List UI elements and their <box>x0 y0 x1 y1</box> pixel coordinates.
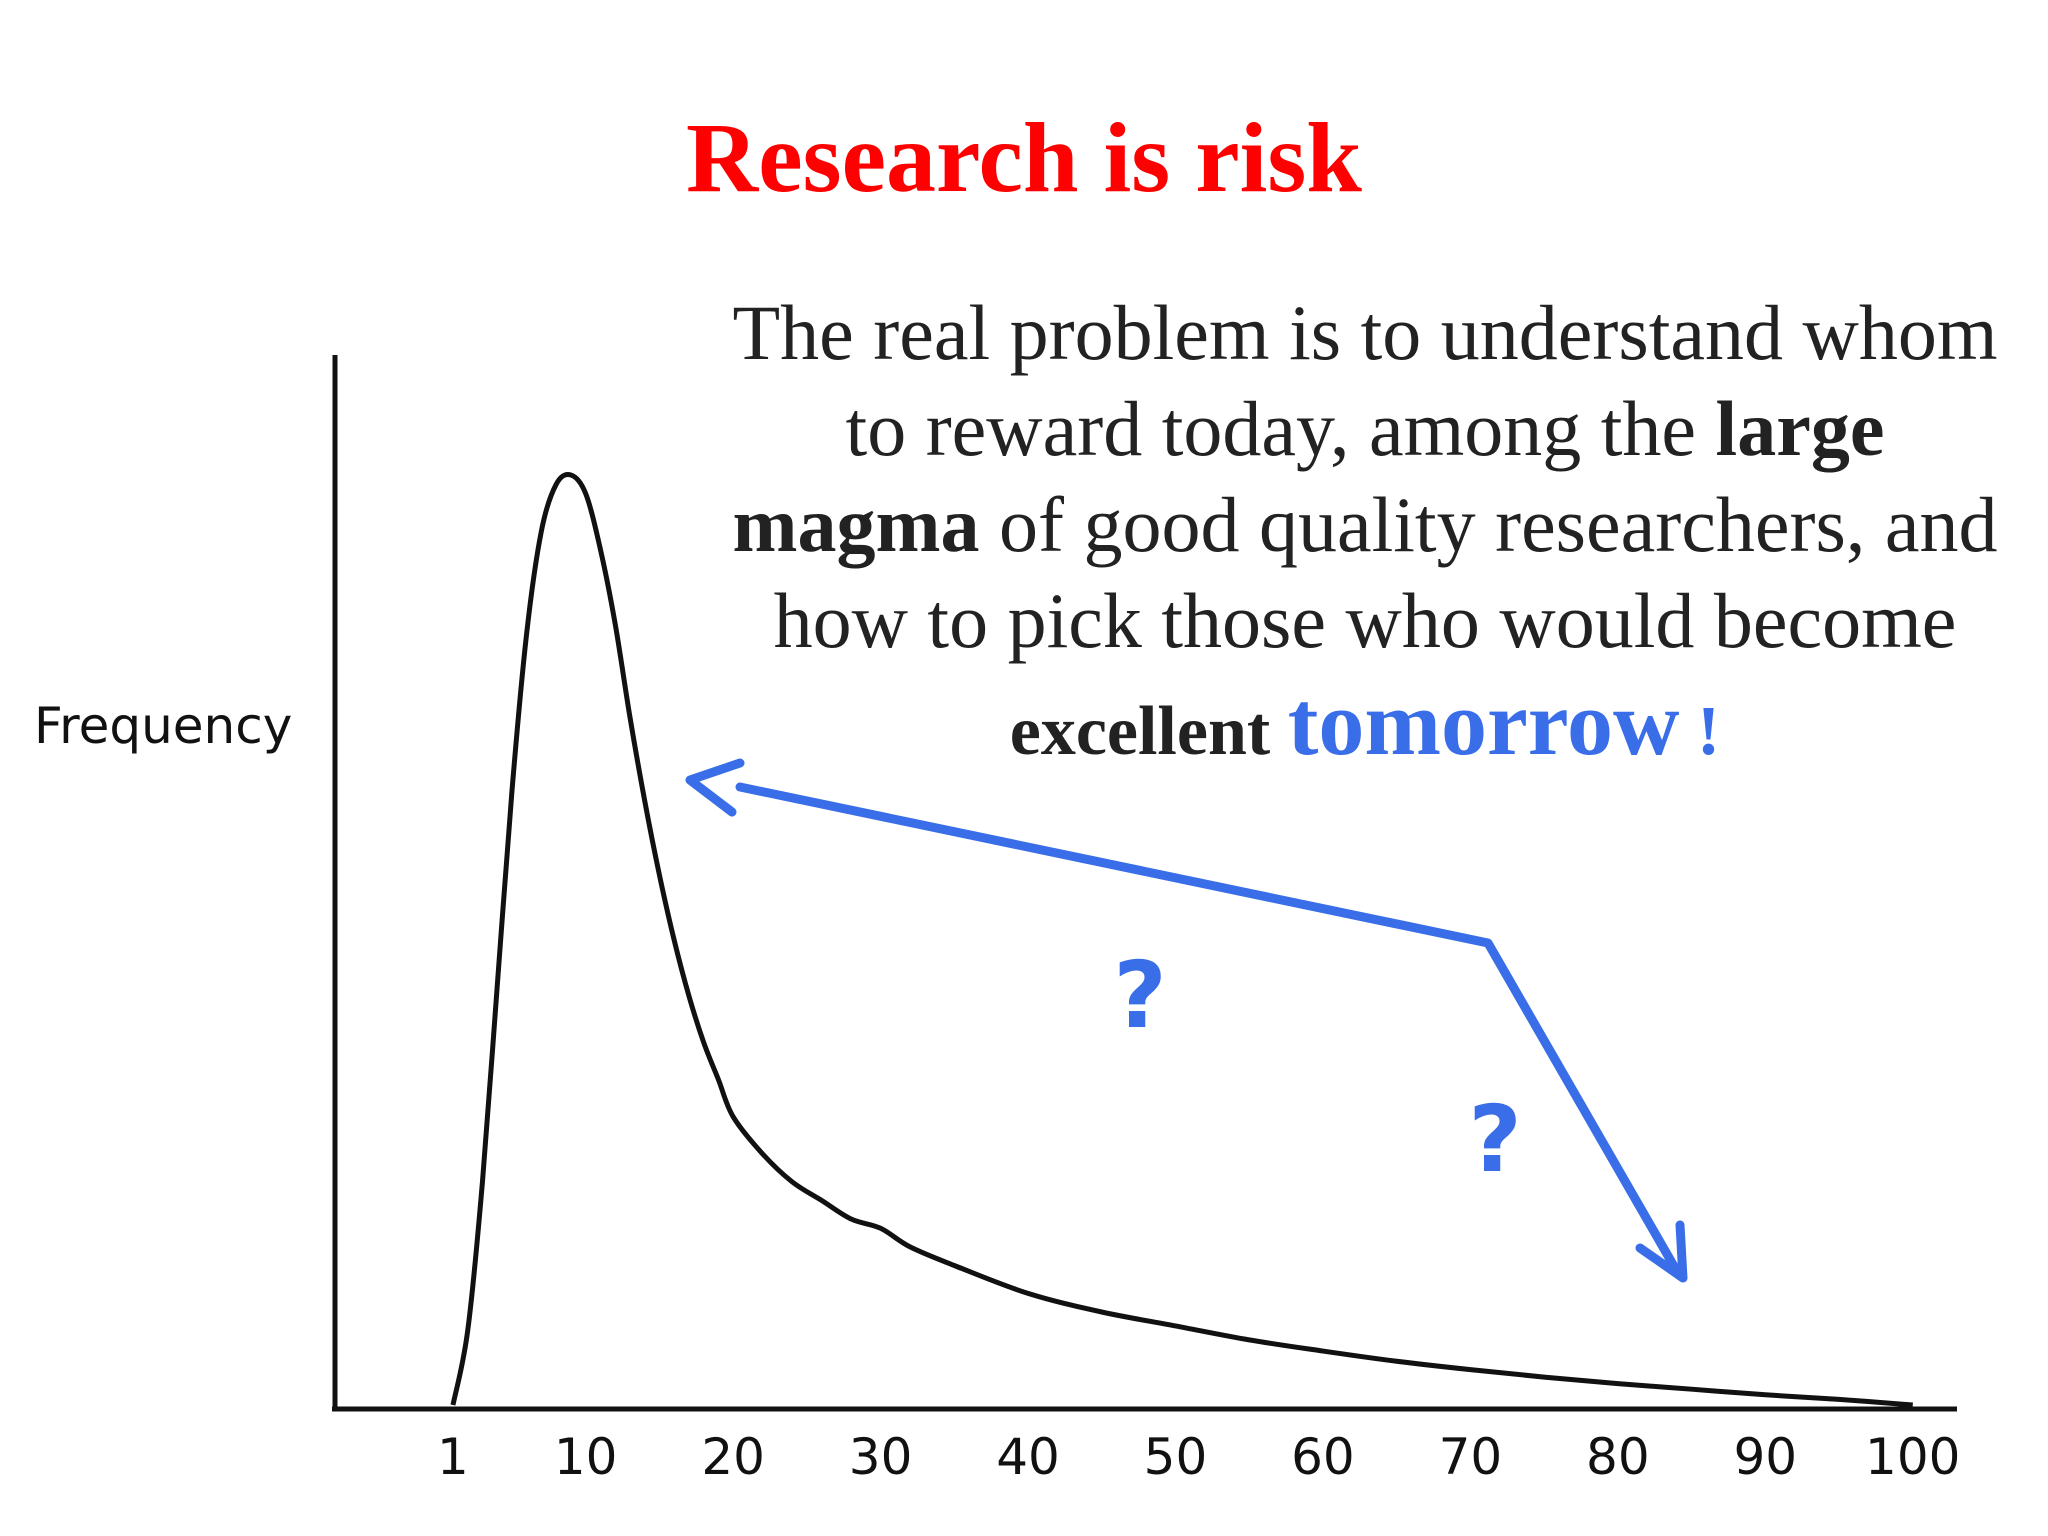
message-excellent-word: excellent <box>1009 693 1288 770</box>
x-tick-label: 10 <box>554 1428 618 1486</box>
x-tick-labels: 1 10 20 30 40 50 60 70 80 90 100 <box>437 1428 1960 1486</box>
slide-title: Research is risk <box>686 102 1362 213</box>
x-tick-label: 90 <box>1733 1428 1797 1486</box>
x-tick-label: 50 <box>1144 1428 1208 1486</box>
arrow-shaft <box>735 782 1680 1273</box>
bent-arrow <box>685 758 1688 1283</box>
message-magma-word: magma <box>732 481 980 568</box>
x-tick-label: 20 <box>701 1428 765 1486</box>
message-line-2: to reward today, among the <box>845 385 1716 472</box>
x-tick-label: 70 <box>1439 1428 1503 1486</box>
frequency-curve <box>450 471 1913 1408</box>
message-exclamation: ! <box>1679 693 1721 770</box>
x-tick-label: 80 <box>1586 1428 1650 1486</box>
message-line-5: excellent tomorrow ! <box>1010 675 1720 780</box>
question-mark-2: ? <box>1468 1086 1521 1193</box>
message-line-1: The real problem is to understand whom <box>732 289 1998 376</box>
x-tick-label: 100 <box>1865 1428 1960 1486</box>
x-tick-label: 40 <box>996 1428 1060 1486</box>
x-tick-label: 30 <box>849 1428 913 1486</box>
message-line-3: of good quality researchers, and <box>979 481 1998 568</box>
message-large-word: large <box>1715 385 1885 472</box>
arrow-head-down-icon <box>1635 1220 1688 1283</box>
message-tomorrow-word: tomorrow <box>1287 672 1680 774</box>
message-line-4: how to pick those who would become <box>773 577 1957 664</box>
x-tick-label: 1 <box>437 1428 469 1486</box>
arrow-head-left-icon <box>685 758 745 817</box>
question-mark-1: ? <box>1113 942 1166 1049</box>
x-tick-label: 60 <box>1291 1428 1355 1486</box>
message-text: The real problem is to understand whom t… <box>720 285 2010 780</box>
y-axis-label: Frequency <box>34 697 293 755</box>
